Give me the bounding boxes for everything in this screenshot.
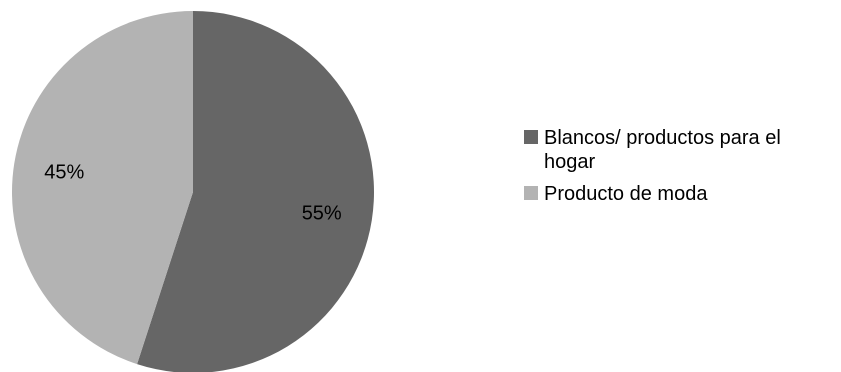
legend-label-moda: Producto de moda: [544, 183, 708, 205]
legend-swatch-moda: [524, 186, 538, 200]
legend-item-moda: Producto de moda: [524, 182, 834, 206]
pie-slice-blancos: [137, 11, 374, 372]
legend-swatch-blancos: [524, 130, 538, 144]
pie-label-moda: 45%: [44, 162, 84, 184]
pie-slices: [11, 11, 374, 372]
pie-slice-moda: [11, 11, 193, 365]
pie-slice-labels: 55% 45%: [44, 162, 342, 225]
legend: Blancos/ productos para el hogar Product…: [524, 126, 834, 214]
pie-label-blancos: 55%: [302, 202, 342, 224]
legend-label-blancos: Blancos/ productos para el hogar: [544, 127, 781, 173]
legend-item-blancos: Blancos/ productos para el hogar: [524, 126, 834, 174]
